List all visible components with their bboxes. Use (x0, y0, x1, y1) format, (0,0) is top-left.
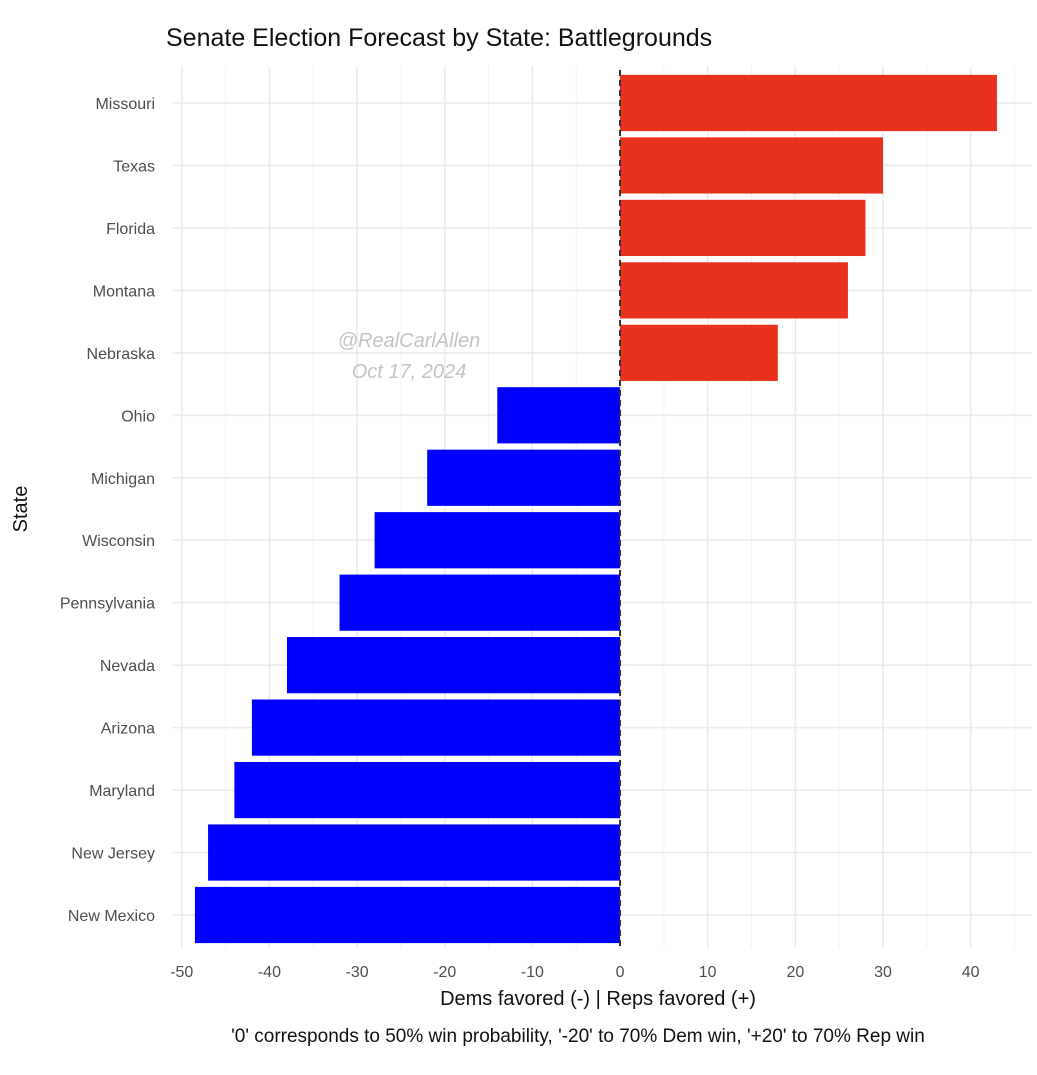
bar-nebraska (620, 324, 778, 381)
bar-pennsylvania (339, 574, 621, 631)
x-tick-label: -10 (521, 964, 544, 981)
y-tick-label: Florida (106, 221, 155, 238)
chart-title: Senate Election Forecast by State: Battl… (166, 24, 712, 52)
y-tick-label: Nebraska (87, 346, 156, 363)
x-tick-label: -50 (170, 964, 193, 981)
bar-florida (620, 199, 866, 257)
y-axis-title: State (10, 486, 32, 533)
bar-missouri (620, 74, 997, 132)
y-tick-label: New Jersey (71, 846, 155, 863)
bar-maryland (234, 761, 621, 819)
x-tick-label: 10 (699, 964, 717, 981)
bar-ohio (497, 387, 621, 444)
watermark-handle: @RealCarlAllen (338, 330, 481, 352)
bar-wisconsin (374, 512, 621, 569)
y-tick-labels: Missouri Texas Florida Montana Nebraska Ohio M… (60, 96, 155, 925)
bar-michigan (427, 449, 621, 506)
x-tick-label: 40 (962, 964, 980, 981)
y-tick-label: Maryland (89, 783, 155, 800)
bar-texas (620, 137, 883, 194)
y-tick-label: Michigan (91, 471, 155, 488)
y-tick-label: Pennsylvania (60, 596, 155, 613)
bar-new-mexico (194, 886, 621, 944)
bar-montana (620, 262, 848, 319)
x-tick-label: -20 (433, 964, 456, 981)
y-tick-label: Montana (93, 283, 155, 300)
bars (194, 74, 997, 944)
x-tick-labels: -50 -40 -30 -20 -10 0 10 20 30 40 (170, 964, 979, 981)
x-tick-label: -30 (346, 964, 369, 981)
y-tick-label: Missouri (95, 96, 155, 113)
x-tick-label: 20 (786, 964, 804, 981)
bar-nevada (286, 637, 621, 694)
bar-arizona (251, 699, 621, 756)
y-tick-label: Wisconsin (82, 533, 155, 550)
chart-caption: '0' corresponds to 50% win probability, … (231, 1026, 925, 1047)
x-tick-label: 30 (874, 964, 892, 981)
y-tick-label: Nevada (100, 658, 155, 675)
y-tick-label: Arizona (101, 721, 155, 738)
x-axis-title: Dems favored (-) | Reps favored (+) (440, 988, 756, 1010)
y-tick-label: Ohio (121, 408, 155, 425)
watermark-date: Oct 17, 2024 (352, 361, 467, 383)
x-tick-label: -40 (258, 964, 281, 981)
y-tick-label: Texas (113, 158, 155, 175)
y-tick-label: New Mexico (68, 908, 155, 925)
x-tick-label: 0 (616, 964, 625, 981)
bar-new-jersey (208, 824, 621, 881)
